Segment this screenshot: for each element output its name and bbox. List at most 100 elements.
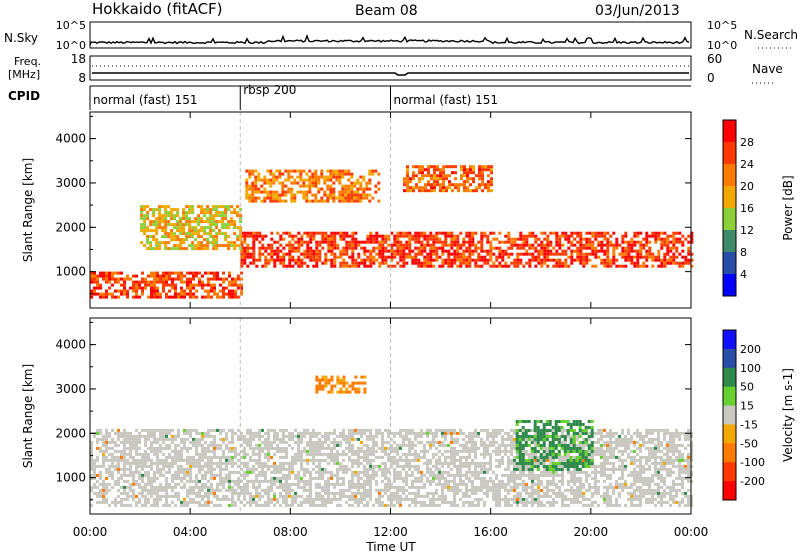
heatmap-cell xyxy=(465,491,468,495)
heatmap-cell xyxy=(504,431,507,435)
heatmap-cell xyxy=(444,449,447,453)
heatmap-cell xyxy=(363,452,366,456)
heatmap-cell xyxy=(164,208,168,212)
heatmap-cell xyxy=(507,491,510,495)
heatmap-cell xyxy=(681,261,685,265)
heatmap-cell xyxy=(303,431,306,435)
heatmap-cell xyxy=(173,226,177,230)
heatmap-cell xyxy=(99,482,102,486)
heatmap-cell xyxy=(288,431,291,435)
heatmap-cell xyxy=(275,193,279,197)
heatmap-cell xyxy=(393,461,396,465)
heatmap-cell xyxy=(147,455,150,459)
heatmap-cell xyxy=(552,246,556,250)
heatmap-cell xyxy=(351,252,355,256)
heatmap-cell xyxy=(426,440,429,444)
heatmap-cell xyxy=(441,243,445,247)
heatmap-cell xyxy=(249,443,252,447)
heatmap-cell xyxy=(540,264,544,268)
heatmap-cell xyxy=(403,183,406,187)
heatmap-cell xyxy=(384,467,387,471)
heatmap-cell xyxy=(308,169,312,173)
heatmap-cell xyxy=(243,455,246,459)
heatmap-cell xyxy=(321,261,325,265)
heatmap-cell xyxy=(174,271,177,275)
heatmap-cell xyxy=(519,494,522,498)
heatmap-cell xyxy=(258,443,261,447)
heatmap-cell xyxy=(132,479,135,483)
heatmap-cell xyxy=(279,455,282,459)
heatmap-cell xyxy=(258,464,261,468)
heatmap-cell xyxy=(456,431,459,435)
heatmap-cell xyxy=(342,458,345,462)
heatmap-cell xyxy=(516,476,519,480)
heatmap-cell xyxy=(233,232,237,236)
heatmap-cell xyxy=(501,428,504,432)
heatmap-cell xyxy=(462,500,465,504)
heatmap-cell xyxy=(365,184,369,188)
heatmap-cell xyxy=(348,482,351,486)
heatmap-cell xyxy=(315,452,318,456)
heatmap-cell xyxy=(486,485,489,489)
heatmap-cell xyxy=(507,246,511,250)
heatmap-cell xyxy=(245,169,249,173)
heatmap-cell xyxy=(191,241,195,245)
heatmap-cell xyxy=(198,452,201,456)
heatmap-cell xyxy=(144,458,147,462)
heatmap-cell xyxy=(281,199,285,203)
heatmap-cell xyxy=(329,178,333,182)
heatmap-cell xyxy=(387,479,390,483)
heatmap-cell xyxy=(207,479,210,483)
heatmap-cell xyxy=(415,186,418,190)
heatmap-cell xyxy=(657,255,661,259)
heatmap-cell xyxy=(206,232,210,236)
heatmap-cell xyxy=(177,274,180,278)
heatmap-cell xyxy=(492,264,496,268)
heatmap-cell xyxy=(165,277,168,281)
heatmap-cell xyxy=(663,240,667,244)
heatmap-cell xyxy=(372,470,375,474)
heatmap-cell xyxy=(426,428,429,432)
heatmap-cell xyxy=(348,458,351,462)
heatmap-cell xyxy=(264,461,267,465)
heatmap-cell xyxy=(147,434,150,438)
heatmap-cell xyxy=(359,184,363,188)
heatmap-cell xyxy=(158,241,162,245)
heatmap-cell xyxy=(315,240,319,244)
heatmap-cell xyxy=(186,283,189,287)
heatmap-cell xyxy=(252,237,256,241)
heatmap-cell xyxy=(414,500,417,504)
heatmap-cell xyxy=(561,234,565,238)
heatmap-cell xyxy=(354,243,358,247)
heatmap-cell xyxy=(126,274,129,278)
heatmap-cell xyxy=(360,240,364,244)
heatmap-cell xyxy=(555,231,559,235)
heatmap-cell xyxy=(435,237,439,241)
heatmap-cell xyxy=(317,181,321,185)
heatmap-cell xyxy=(174,461,177,465)
heatmap-cell xyxy=(197,232,201,236)
heatmap-cell xyxy=(171,286,174,290)
heatmap-cell xyxy=(105,488,108,492)
heatmap-cell xyxy=(290,187,294,191)
heatmap-cell xyxy=(201,473,204,477)
heatmap-cell xyxy=(492,237,496,241)
heatmap-cell xyxy=(396,431,399,435)
station-title: Hokkaido (fitACF) xyxy=(92,0,223,18)
heatmap-cell xyxy=(342,246,346,250)
heatmap-cell xyxy=(354,264,358,268)
heatmap-cell xyxy=(144,500,147,504)
heatmap-cell xyxy=(222,277,225,281)
heatmap-cell xyxy=(117,289,120,293)
heatmap-cell xyxy=(477,485,480,489)
heatmap-cell xyxy=(293,193,297,197)
heatmap-cell xyxy=(435,240,439,244)
heatmap-cell xyxy=(546,488,549,492)
heatmap-cell xyxy=(264,470,267,474)
heatmap-cell xyxy=(492,428,495,432)
heatmap-cell xyxy=(366,500,369,504)
heatmap-cell xyxy=(354,461,357,465)
heatmap-cell xyxy=(657,264,661,268)
heatmap-cell xyxy=(120,473,123,477)
heatmap-cell xyxy=(423,264,427,268)
